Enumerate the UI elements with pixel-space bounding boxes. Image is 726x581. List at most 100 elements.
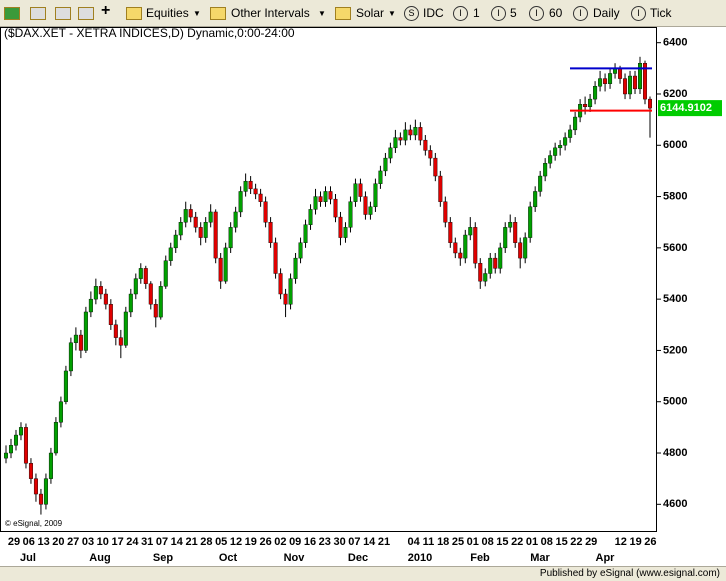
icon[interactable]	[30, 7, 46, 20]
candle-body	[583, 104, 588, 108]
folder-icon	[335, 7, 351, 20]
candle-body	[198, 227, 203, 238]
candle-body	[548, 155, 553, 164]
candle-body	[208, 211, 213, 223]
icon[interactable]	[4, 7, 20, 20]
candle-body	[623, 78, 628, 95]
x-tick-label: 08	[541, 536, 553, 548]
candle-body	[508, 222, 513, 228]
candle-body	[203, 222, 208, 238]
candle-body	[483, 273, 488, 282]
candle-body	[93, 286, 98, 300]
candle-body	[183, 209, 188, 223]
menu[interactable]: Equities	[146, 6, 189, 20]
x-tick-label: 11	[423, 536, 435, 548]
candle-body	[48, 452, 53, 479]
x-tick-label: 07	[348, 536, 360, 548]
x-tick-label: 09	[289, 536, 301, 548]
candle-body	[608, 73, 613, 84]
button[interactable]: 60	[549, 6, 563, 20]
button[interactable]: 5	[510, 6, 517, 20]
candle-body	[318, 196, 323, 202]
candle-body	[348, 201, 353, 228]
candle-body	[343, 227, 348, 238]
month-label: Aug	[89, 552, 110, 564]
x-tick-label: 17	[111, 536, 123, 548]
candle-body	[358, 183, 363, 197]
month-label: Nov	[284, 552, 306, 564]
candle-body	[633, 75, 638, 90]
x-tick-label: 26	[644, 536, 656, 548]
x-tick-label: 26	[259, 536, 271, 548]
x-tick-label: 10	[97, 536, 109, 548]
candle-body	[98, 286, 103, 295]
x-tick-label: 20	[52, 536, 64, 548]
candle-body	[408, 129, 413, 136]
candle-body	[628, 75, 633, 95]
icon[interactable]	[78, 7, 94, 20]
candle-body	[3, 452, 8, 459]
candle-body	[428, 150, 433, 159]
button[interactable]: Daily	[593, 6, 620, 20]
candle-body	[108, 304, 113, 325]
icon: I	[491, 6, 506, 21]
folder-icon	[210, 7, 226, 20]
x-tick-label: 30	[333, 536, 345, 548]
x-tick-label: 07	[156, 536, 168, 548]
candle-body	[58, 401, 63, 423]
x-tick-label: 27	[67, 536, 79, 548]
candle-body	[488, 257, 493, 274]
x-tick-label: 21	[378, 536, 390, 548]
dropdown[interactable]: ▼	[318, 9, 326, 18]
candle-body	[263, 201, 268, 223]
candle-body	[278, 273, 283, 295]
footer: Published by eSignal (www.esignal.com)	[0, 566, 726, 581]
candle-body	[73, 334, 78, 343]
candle-body	[268, 222, 273, 243]
candle-body	[223, 247, 228, 282]
dropdown[interactable]: ▼	[193, 9, 201, 18]
candle-body	[83, 311, 88, 351]
candle-body	[188, 209, 193, 218]
x-tick-label: 19	[629, 536, 641, 548]
icon[interactable]: +	[101, 2, 111, 19]
candle-body	[538, 175, 543, 192]
y-tick-label: 4600	[663, 498, 687, 510]
candle-body	[123, 311, 128, 346]
button[interactable]: Tick	[650, 6, 672, 20]
x-tick-label: 03	[82, 536, 94, 548]
candle-body	[178, 222, 183, 236]
candle-body	[133, 278, 138, 295]
candle-body	[228, 227, 233, 249]
dropdown[interactable]: ▼	[388, 9, 396, 18]
month-label: Feb	[470, 552, 490, 564]
candle-body	[558, 145, 563, 149]
candle-body	[593, 86, 598, 100]
candle-body	[368, 206, 373, 215]
month-label: Dec	[348, 552, 368, 564]
candle-body	[533, 191, 538, 208]
button[interactable]: 1	[473, 6, 480, 20]
x-tick-label: 15	[555, 536, 567, 548]
candle-body	[463, 234, 468, 259]
candle-body	[478, 263, 483, 282]
menu[interactable]: Other Intervals	[231, 6, 310, 20]
candle-body	[53, 422, 58, 454]
candle-body	[63, 370, 68, 402]
candle-body	[213, 211, 218, 259]
candle-body	[423, 139, 428, 151]
y-tick-label: 5200	[663, 344, 687, 356]
candle-body	[153, 304, 158, 318]
icon[interactable]	[55, 7, 71, 20]
candle-body	[373, 183, 378, 208]
x-tick-label: 13	[37, 536, 49, 548]
candle-body	[448, 222, 453, 243]
candle-body	[243, 180, 248, 192]
candle-body	[493, 257, 498, 269]
menu[interactable]: Solar	[356, 6, 385, 20]
candle-body	[338, 216, 343, 238]
candle-body	[353, 183, 358, 202]
candle-body	[173, 234, 178, 249]
button[interactable]: IDC	[423, 6, 444, 20]
